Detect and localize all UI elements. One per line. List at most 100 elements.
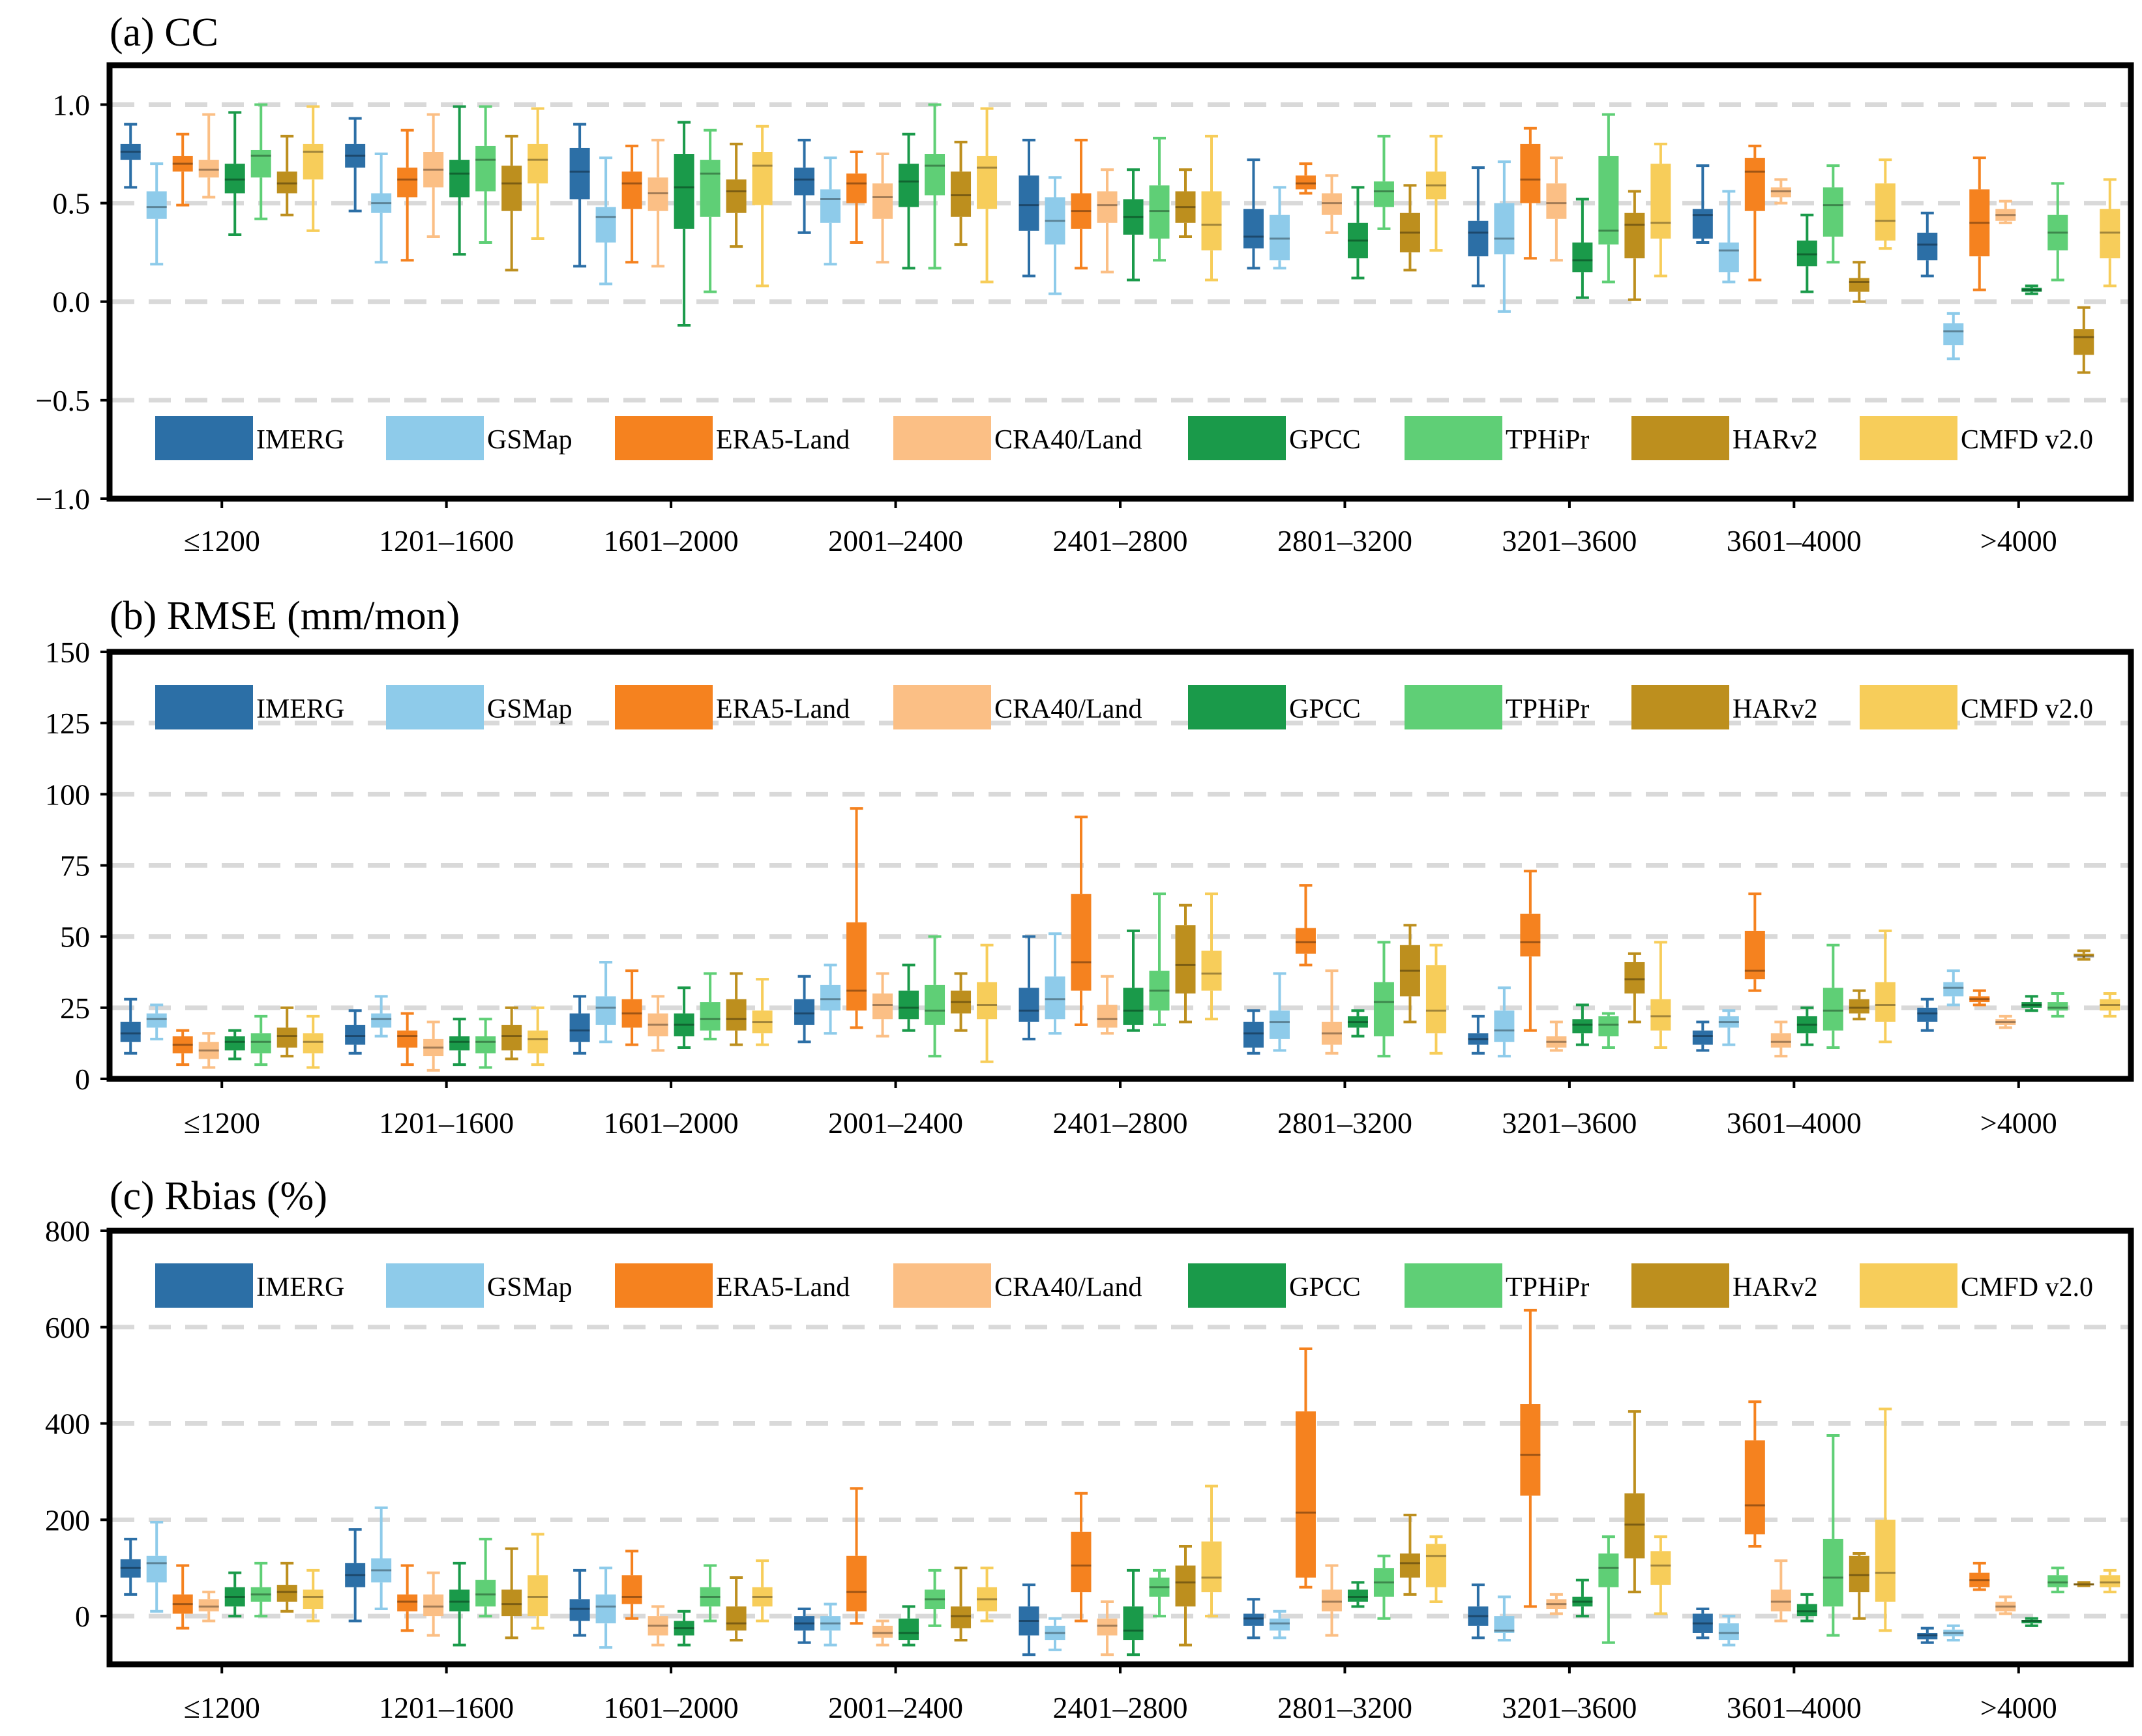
box-gpcc <box>224 111 245 236</box>
y-tick-label: 600 <box>45 1311 90 1344</box>
box-body <box>1718 243 1739 272</box>
box-cmfd-v2-0 <box>977 943 998 1063</box>
box-era5-land <box>621 1550 642 1620</box>
box-body <box>1969 996 1990 1003</box>
legend-swatch <box>1405 1263 1502 1308</box>
box-cra40-land <box>198 113 219 199</box>
legend-label: CMFD v2.0 <box>1961 1273 2093 1302</box>
box-body <box>899 164 919 207</box>
box-era5-land <box>172 1564 193 1630</box>
box-body <box>1650 1551 1671 1585</box>
box-body <box>449 1036 470 1051</box>
box-cra40-land <box>198 1591 219 1623</box>
box-body <box>2100 209 2120 259</box>
box-gpcc <box>674 986 694 1049</box>
box-body <box>1692 1030 1713 1045</box>
box-harv2 <box>1849 1552 1869 1620</box>
box-body <box>794 168 815 196</box>
box-tphipr <box>250 1561 271 1618</box>
box-imerg <box>1019 935 1039 1040</box>
box-body <box>1175 191 1196 223</box>
box-gsmap <box>1494 1595 1515 1642</box>
box-body <box>1149 971 1170 1011</box>
box-body <box>1849 278 1869 292</box>
box-cra40-land <box>1321 1564 1342 1637</box>
box-body <box>120 143 141 160</box>
box-body <box>1598 1016 1619 1037</box>
box-body <box>1520 1404 1541 1496</box>
box-gpcc <box>1796 1593 1817 1623</box>
box-body <box>595 1594 616 1624</box>
box-harv2 <box>1849 261 1869 303</box>
box-body <box>1425 171 1446 199</box>
legend-label: HARv2 <box>1733 694 1818 724</box>
box-imerg <box>569 123 590 268</box>
box-body <box>872 1625 893 1638</box>
box-body <box>371 193 392 213</box>
box-tphipr <box>475 1018 496 1069</box>
box-era5-land <box>846 807 867 1029</box>
box-imerg <box>1692 164 1713 244</box>
category-label: >4000 <box>1980 1106 2057 1140</box>
box-body <box>146 191 167 219</box>
box-gpcc <box>2021 1617 2042 1627</box>
box-body <box>276 1027 297 1048</box>
box-body <box>250 1587 271 1602</box>
box-cra40-land <box>1097 1600 1118 1656</box>
box-body <box>501 166 522 211</box>
box-body <box>475 1036 496 1053</box>
box-imerg <box>1692 1608 1713 1640</box>
box-body <box>2021 1620 2042 1624</box>
box-cmfd-v2-0 <box>528 107 548 240</box>
legend-swatch <box>386 685 484 729</box>
box-body <box>977 156 998 209</box>
box-gpcc <box>899 132 919 270</box>
box-harv2 <box>726 1576 747 1642</box>
box-tphipr <box>250 1014 271 1067</box>
box-body <box>1943 323 1964 346</box>
box-body <box>1175 1565 1196 1607</box>
box-body <box>303 1033 323 1053</box>
box-body <box>569 1013 590 1042</box>
box-imerg <box>345 117 366 213</box>
box-body <box>172 156 193 172</box>
box-body <box>595 996 616 1025</box>
box-body <box>752 1010 773 1034</box>
box-tphipr <box>2047 182 2068 282</box>
y-tick-label: 200 <box>45 1503 90 1537</box>
box-cmfd-v2-0 <box>1201 892 1222 1021</box>
box-gpcc <box>449 1561 470 1647</box>
box-gsmap <box>1045 932 1065 1035</box>
category-label: 3201–3600 <box>1502 1691 1637 1724</box>
box-cra40-land <box>1995 1014 2016 1029</box>
box-harv2 <box>1175 1544 1196 1647</box>
box-cra40-land <box>872 972 893 1038</box>
box-gpcc <box>1572 198 1593 299</box>
box-gsmap <box>1269 972 1290 1052</box>
box-imerg <box>1917 1626 1938 1644</box>
box-harv2 <box>276 1561 297 1613</box>
category-label: >4000 <box>1980 524 2057 557</box>
box-cmfd-v2-0 <box>2100 178 2120 287</box>
box-era5-land <box>1295 1347 1316 1589</box>
box-cmfd-v2-0 <box>1650 142 1671 278</box>
box-cra40-land <box>1097 168 1118 274</box>
box-harv2 <box>1849 989 1869 1021</box>
box-imerg <box>120 1537 141 1596</box>
box-gpcc <box>449 1018 470 1067</box>
box-gpcc <box>674 121 694 327</box>
box-cra40-land <box>1770 178 1791 205</box>
box-body <box>397 168 418 198</box>
box-cmfd-v2-0 <box>1425 943 1446 1055</box>
box-cra40-land <box>1770 1559 1791 1623</box>
box-body <box>1175 925 1196 993</box>
category-label: 1601–2000 <box>604 1106 739 1140</box>
box-cmfd-v2-0 <box>977 107 998 284</box>
box-imerg <box>345 1009 366 1055</box>
box-gsmap <box>595 1567 616 1649</box>
box-body <box>621 999 642 1028</box>
box-gsmap <box>1943 969 1964 1007</box>
box-gpcc <box>2021 284 2042 295</box>
box-body <box>1295 928 1316 954</box>
box-body <box>172 1594 193 1614</box>
